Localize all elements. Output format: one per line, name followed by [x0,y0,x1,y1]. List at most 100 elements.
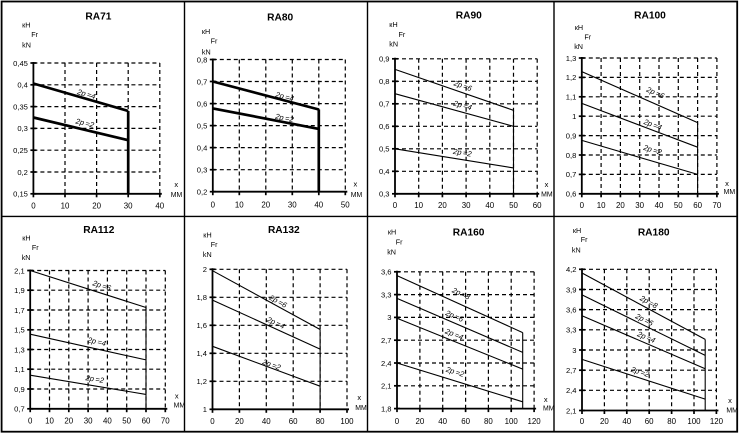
svg-text:x: x [545,180,549,189]
svg-text:x: x [725,179,729,188]
svg-text:x: x [354,180,358,189]
svg-text:RA160: RA160 [453,228,485,239]
svg-text:1,7: 1,7 [14,306,25,315]
svg-text:0,8: 0,8 [379,77,390,86]
svg-text:Fr: Fr [32,243,39,252]
svg-text:0,4: 0,4 [379,167,390,176]
svg-text:30: 30 [462,201,471,210]
svg-text:70: 70 [713,201,722,210]
svg-text:Fr: Fr [584,33,591,42]
svg-text:1,8: 1,8 [196,293,207,302]
svg-text:40: 40 [655,201,664,210]
svg-text:10: 10 [235,201,244,210]
svg-text:2,1: 2,1 [14,266,25,275]
svg-text:2p =4: 2p =4 [86,335,107,348]
svg-text:2,4: 2,4 [381,359,392,368]
svg-text:1,2: 1,2 [566,73,577,82]
svg-text:2,1: 2,1 [381,382,392,391]
svg-text:0,7: 0,7 [379,100,390,109]
svg-text:40: 40 [485,201,494,210]
svg-text:20: 20 [438,201,447,210]
svg-text:2,4: 2,4 [566,386,577,395]
svg-text:0,9: 0,9 [379,55,390,64]
svg-text:0,4: 0,4 [17,81,28,90]
svg-text:ММ: ММ [355,405,367,412]
svg-text:kN: kN [22,253,31,262]
svg-text:20: 20 [600,417,609,426]
svg-text:ММ: ММ [351,192,363,199]
svg-text:3: 3 [572,346,576,355]
svg-text:RA90: RA90 [456,11,482,22]
svg-text:kN: kN [387,247,396,256]
svg-text:0,8: 0,8 [197,55,208,64]
svg-text:kN: kN [202,47,211,56]
svg-text:0: 0 [580,201,585,210]
svg-text:Fr: Fr [396,238,403,247]
svg-text:0,5: 0,5 [197,121,208,130]
svg-text:кН: кН [203,231,211,240]
svg-text:кН: кН [573,226,581,235]
svg-text:RA100: RA100 [634,11,666,22]
svg-text:2p =2: 2p =2 [84,373,106,385]
svg-text:ММ: ММ [726,408,738,415]
svg-text:Fr: Fr [31,30,38,39]
svg-text:30: 30 [635,201,644,210]
svg-text:20: 20 [261,201,270,210]
svg-text:1,8: 1,8 [381,404,392,413]
svg-text:0,35: 0,35 [13,102,28,111]
svg-text:кН: кН [388,228,396,237]
svg-text:0,3: 0,3 [379,190,390,199]
svg-text:3,6: 3,6 [566,305,577,314]
svg-text:кН: кН [575,23,583,32]
svg-text:120: 120 [710,417,724,426]
svg-text:Fr: Fr [211,240,218,249]
svg-text:60: 60 [693,201,702,210]
svg-text:RA180: RA180 [638,228,670,239]
svg-text:20: 20 [416,417,425,426]
svg-text:kN: kN [203,250,212,259]
svg-text:60: 60 [533,201,542,210]
svg-text:0,7: 0,7 [14,405,25,414]
svg-text:100: 100 [505,417,519,426]
svg-text:70: 70 [161,417,170,426]
svg-text:0: 0 [580,417,585,426]
svg-text:0: 0 [210,417,215,426]
svg-text:60: 60 [645,417,654,426]
svg-text:0: 0 [211,201,216,210]
svg-text:2: 2 [203,265,207,274]
svg-text:0: 0 [393,201,398,210]
svg-text:3: 3 [387,313,391,322]
svg-text:2,1: 2,1 [566,406,577,415]
svg-text:10: 10 [414,201,423,210]
svg-text:20: 20 [92,202,101,211]
svg-text:1: 1 [572,112,576,121]
svg-text:1,1: 1,1 [14,365,25,374]
svg-text:10: 10 [61,202,70,211]
svg-text:RA132: RA132 [268,225,300,236]
svg-text:x: x [175,392,179,401]
svg-text:2,7: 2,7 [566,366,577,375]
svg-text:40: 40 [155,202,164,211]
svg-text:x: x [174,180,178,189]
svg-text:1,6: 1,6 [196,321,207,330]
svg-text:1,4: 1,4 [196,349,207,358]
svg-text:20: 20 [235,417,244,426]
svg-text:0,9: 0,9 [14,385,25,394]
svg-text:30: 30 [124,202,133,211]
svg-text:0,4: 0,4 [197,143,208,152]
svg-text:0,8: 0,8 [566,151,577,160]
svg-text:kN: kN [574,42,583,51]
svg-text:4,2: 4,2 [566,265,577,274]
svg-text:0,3: 0,3 [197,166,208,175]
svg-text:60: 60 [142,417,151,426]
svg-text:3,6: 3,6 [381,268,392,277]
svg-text:0,9: 0,9 [566,131,577,140]
svg-text:50: 50 [674,201,683,210]
svg-text:120: 120 [528,417,542,426]
svg-text:ММ: ММ [171,192,183,199]
svg-text:Fr: Fr [581,235,588,244]
svg-text:x: x [544,395,548,404]
svg-text:0: 0 [31,202,36,211]
svg-text:1,9: 1,9 [14,286,25,295]
svg-text:10: 10 [45,417,54,426]
